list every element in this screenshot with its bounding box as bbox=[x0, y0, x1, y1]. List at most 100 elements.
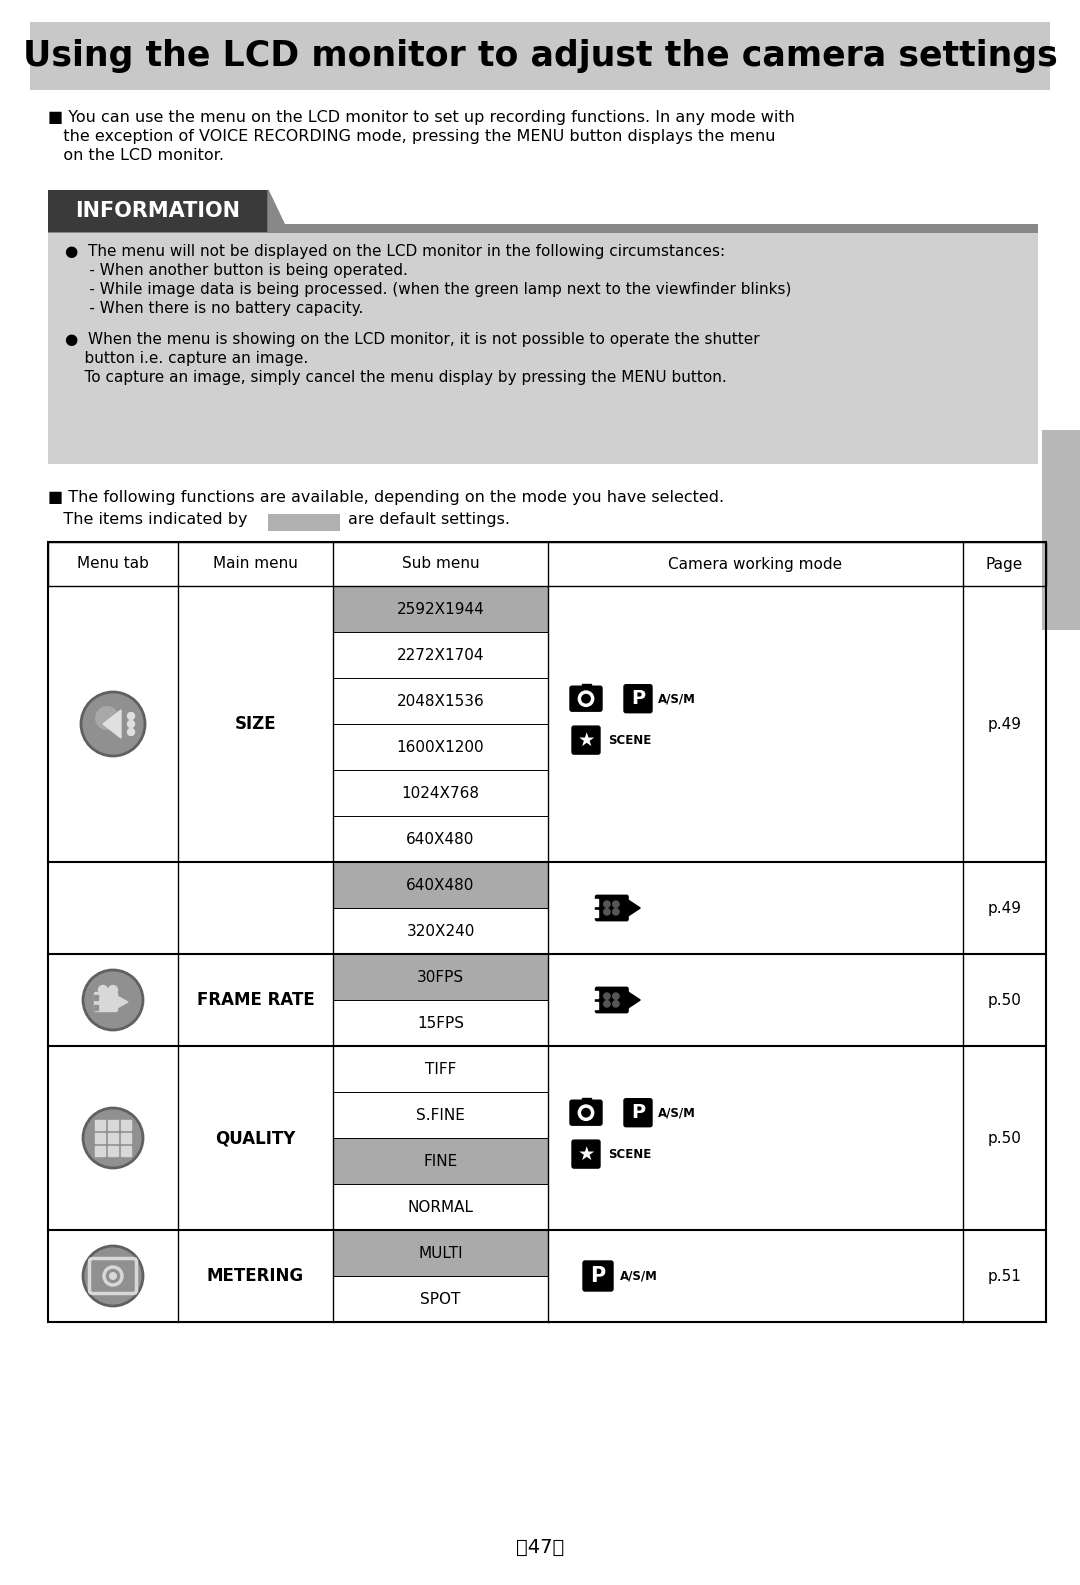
Text: - While image data is being processed. (when the green lamp next to the viewfind: - While image data is being processed. (… bbox=[65, 282, 792, 296]
Text: INFORMATION: INFORMATION bbox=[76, 201, 241, 220]
Bar bbox=[582, 1098, 591, 1103]
Text: SCENE: SCENE bbox=[608, 1148, 651, 1160]
Text: TIFF: TIFF bbox=[424, 1062, 456, 1076]
Text: Camera working mode: Camera working mode bbox=[669, 556, 842, 572]
Bar bbox=[333, 586, 548, 632]
Text: on the LCD monitor.: on the LCD monitor. bbox=[48, 147, 224, 163]
Text: - When another button is being operated.: - When another button is being operated. bbox=[65, 263, 408, 277]
Circle shape bbox=[81, 693, 145, 756]
Text: Main menu: Main menu bbox=[213, 556, 298, 572]
Text: ●  The menu will not be displayed on the LCD monitor in the following circumstan: ● The menu will not be displayed on the … bbox=[65, 244, 725, 258]
FancyBboxPatch shape bbox=[570, 1100, 602, 1125]
Text: 2048X1536: 2048X1536 bbox=[396, 694, 484, 708]
Polygon shape bbox=[626, 991, 640, 1008]
FancyBboxPatch shape bbox=[570, 686, 602, 712]
Circle shape bbox=[604, 992, 610, 1000]
FancyBboxPatch shape bbox=[624, 685, 652, 713]
Text: METERING: METERING bbox=[207, 1266, 305, 1285]
FancyBboxPatch shape bbox=[595, 987, 629, 1013]
Circle shape bbox=[83, 1246, 143, 1306]
Text: FRAME RATE: FRAME RATE bbox=[197, 991, 314, 1010]
Circle shape bbox=[578, 1105, 594, 1121]
Bar bbox=[121, 1121, 131, 1130]
Text: 15FPS: 15FPS bbox=[417, 1016, 464, 1030]
FancyBboxPatch shape bbox=[595, 896, 629, 921]
Text: p.50: p.50 bbox=[987, 1130, 1022, 1146]
FancyBboxPatch shape bbox=[624, 1098, 652, 1127]
Polygon shape bbox=[268, 190, 288, 231]
Circle shape bbox=[604, 1000, 610, 1006]
Text: To capture an image, simply cancel the menu display by pressing the MENU button.: To capture an image, simply cancel the m… bbox=[65, 369, 727, 385]
Bar bbox=[108, 1146, 118, 1155]
Bar bbox=[30, 22, 1050, 90]
Text: 320X240: 320X240 bbox=[406, 924, 475, 938]
Text: P: P bbox=[591, 1266, 606, 1285]
Circle shape bbox=[109, 1273, 117, 1281]
Text: are default settings.: are default settings. bbox=[348, 512, 510, 526]
Bar bbox=[1042, 430, 1080, 629]
Text: 1600X1200: 1600X1200 bbox=[396, 740, 484, 754]
Bar bbox=[593, 910, 598, 918]
Circle shape bbox=[98, 986, 108, 994]
Text: A/S/M: A/S/M bbox=[620, 1270, 658, 1282]
Text: p.51: p.51 bbox=[987, 1268, 1022, 1284]
Circle shape bbox=[604, 908, 610, 915]
Bar bbox=[333, 1230, 548, 1276]
FancyBboxPatch shape bbox=[95, 992, 118, 1011]
Bar bbox=[95, 1146, 105, 1155]
Bar bbox=[48, 542, 1047, 1322]
Text: S.FINE: S.FINE bbox=[416, 1108, 464, 1122]
Bar bbox=[48, 542, 1047, 586]
FancyBboxPatch shape bbox=[572, 1140, 600, 1168]
Text: P: P bbox=[631, 689, 645, 708]
Bar bbox=[121, 1146, 131, 1155]
Text: the exception of VOICE RECORDING mode, pressing the MENU button displays the men: the exception of VOICE RECORDING mode, p… bbox=[48, 128, 775, 144]
Text: ★: ★ bbox=[577, 731, 595, 750]
Circle shape bbox=[612, 992, 619, 1000]
Circle shape bbox=[578, 691, 594, 707]
Text: p.49: p.49 bbox=[987, 900, 1022, 916]
Circle shape bbox=[127, 729, 135, 735]
Text: MULTI: MULTI bbox=[418, 1246, 463, 1260]
Text: NORMAL: NORMAL bbox=[407, 1200, 473, 1214]
Bar bbox=[48, 190, 268, 231]
Circle shape bbox=[612, 1000, 619, 1006]
FancyBboxPatch shape bbox=[572, 726, 600, 754]
Bar bbox=[95, 1133, 105, 1143]
Circle shape bbox=[95, 705, 119, 731]
Text: The items indicated by: The items indicated by bbox=[48, 512, 247, 526]
Bar bbox=[333, 954, 548, 1000]
Text: button i.e. capture an image.: button i.e. capture an image. bbox=[65, 350, 308, 366]
Polygon shape bbox=[117, 995, 129, 1008]
Bar bbox=[108, 1121, 118, 1130]
Text: 2272X1704: 2272X1704 bbox=[396, 648, 484, 663]
Text: SIZE: SIZE bbox=[234, 715, 276, 732]
Bar bbox=[48, 233, 1038, 464]
Text: 640X480: 640X480 bbox=[406, 878, 475, 892]
Text: Using the LCD monitor to adjust the camera settings: Using the LCD monitor to adjust the came… bbox=[23, 40, 1057, 73]
Bar bbox=[582, 685, 591, 689]
Text: P: P bbox=[631, 1103, 645, 1122]
Polygon shape bbox=[103, 710, 121, 739]
Circle shape bbox=[83, 1108, 143, 1168]
Text: ★: ★ bbox=[577, 1144, 595, 1163]
Bar bbox=[48, 223, 1038, 233]
Bar bbox=[94, 994, 98, 1000]
Text: A/S/M: A/S/M bbox=[658, 1106, 696, 1119]
Circle shape bbox=[612, 900, 619, 907]
Bar bbox=[268, 514, 340, 531]
Circle shape bbox=[582, 1108, 590, 1117]
Text: 1024X768: 1024X768 bbox=[402, 786, 480, 800]
Text: ■ You can use the menu on the LCD monitor to set up recording functions. In any : ■ You can use the menu on the LCD monito… bbox=[48, 109, 795, 125]
Text: QUALITY: QUALITY bbox=[215, 1129, 296, 1148]
Bar bbox=[108, 1133, 118, 1143]
Bar bbox=[95, 1121, 105, 1130]
Text: Page: Page bbox=[986, 556, 1023, 572]
Circle shape bbox=[108, 986, 118, 994]
Text: ●  When the menu is showing on the LCD monitor, it is not possible to operate th: ● When the menu is showing on the LCD mo… bbox=[65, 331, 759, 347]
Circle shape bbox=[582, 694, 590, 702]
Bar bbox=[593, 899, 598, 907]
Text: 2592X1944: 2592X1944 bbox=[396, 601, 484, 617]
Text: Menu tab: Menu tab bbox=[77, 556, 149, 572]
Text: p.50: p.50 bbox=[987, 992, 1022, 1008]
